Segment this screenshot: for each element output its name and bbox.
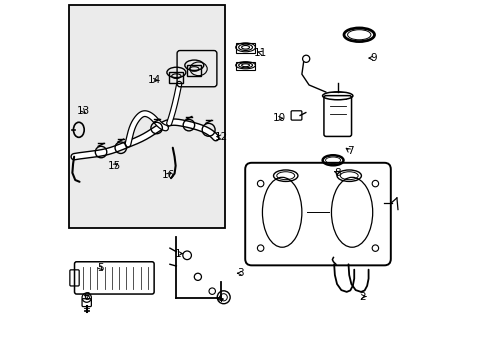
Text: 1: 1: [175, 248, 181, 258]
Text: 6: 6: [83, 292, 90, 302]
Text: 2: 2: [359, 292, 366, 302]
Bar: [69, 5, 224, 228]
Text: 11: 11: [253, 48, 267, 58]
Text: 14: 14: [147, 75, 161, 85]
Text: 16: 16: [162, 170, 175, 180]
Text: 7: 7: [346, 146, 353, 156]
Bar: [169, 72, 183, 83]
Bar: [235, 43, 255, 53]
Text: 13: 13: [76, 106, 90, 116]
Bar: [187, 65, 201, 76]
Text: 4: 4: [216, 294, 222, 304]
Text: 15: 15: [108, 161, 121, 171]
Text: 10: 10: [272, 113, 285, 123]
Text: 9: 9: [369, 53, 376, 63]
Text: 12: 12: [214, 132, 227, 142]
Text: 5: 5: [97, 263, 103, 273]
Text: 8: 8: [334, 168, 340, 178]
Text: 3: 3: [237, 268, 244, 278]
Bar: [235, 62, 255, 69]
